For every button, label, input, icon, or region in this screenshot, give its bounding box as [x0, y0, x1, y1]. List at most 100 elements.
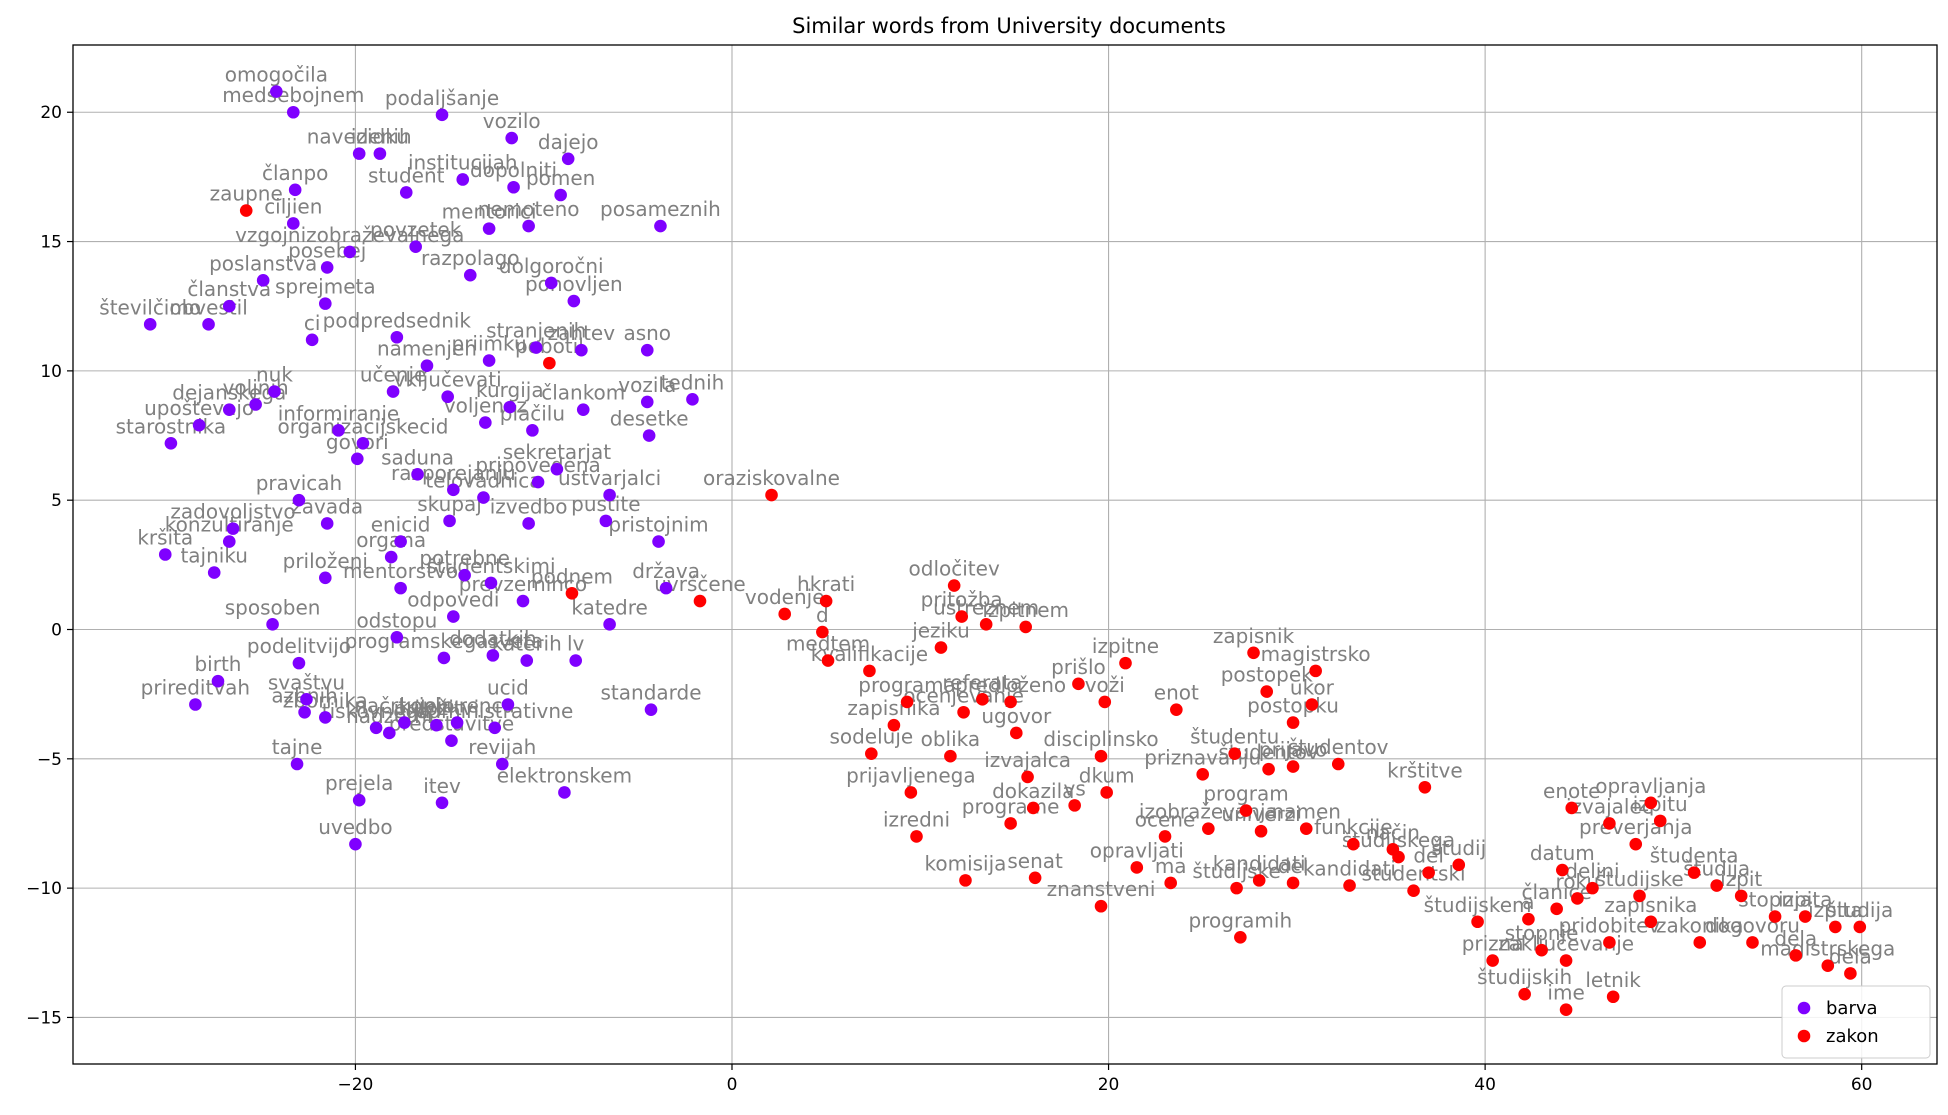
data-point-zakon: [1687, 866, 1701, 879]
point-label: člankom: [541, 381, 625, 405]
data-point-barva: [430, 718, 443, 732]
data-point-barva: [411, 468, 424, 481]
data-point-zakon: [1606, 990, 1620, 1004]
point-label: dolgoročni: [499, 254, 604, 278]
data-point-zakon: [1004, 695, 1017, 709]
point-label: država: [632, 559, 700, 583]
data-point-zakon: [1633, 889, 1646, 903]
data-point-barva: [599, 514, 613, 528]
data-point-zakon: [1418, 780, 1432, 794]
point-label: izpit: [1720, 867, 1762, 891]
point-label: ustvarjalci: [558, 466, 661, 490]
y-tick-label: 20: [40, 103, 62, 123]
point-label: podnem: [531, 564, 613, 588]
point-label: študijskih: [1477, 965, 1572, 989]
point-label: vzgojnizobraževalnega: [235, 223, 464, 247]
data-point-zakon: [1565, 801, 1579, 815]
data-point-barva: [526, 424, 539, 437]
point-label: vs: [1064, 776, 1086, 800]
point-label: številčimo: [99, 295, 201, 319]
point-label: asno: [623, 321, 671, 345]
point-label: priloženi: [283, 549, 368, 573]
data-point-barva: [644, 703, 658, 716]
data-point-barva: [286, 217, 300, 230]
point-label: kurgija: [476, 378, 544, 402]
data-point-barva: [158, 548, 172, 561]
x-tick-label: 20: [1098, 1075, 1120, 1095]
point-label: organa: [356, 528, 426, 552]
point-label: izredni: [883, 807, 950, 831]
point-label: katerih: [492, 632, 562, 656]
point-label: prireditvah: [141, 676, 250, 700]
data-point-barva: [318, 571, 332, 585]
data-point-barva: [320, 261, 334, 274]
data-point-zakon: [887, 718, 901, 732]
point-label: dejanskega: [172, 381, 286, 405]
point-label: tajniku: [180, 544, 248, 568]
point-label: stopnja: [1738, 888, 1812, 912]
data-point-barva: [550, 462, 564, 476]
data-point-zakon: [976, 693, 989, 706]
data-point-barva: [561, 152, 575, 166]
point-label: ucid: [487, 676, 529, 700]
data-point-barva: [447, 483, 460, 497]
data-point-barva: [249, 398, 262, 411]
point-label: priznavanju: [1144, 745, 1261, 769]
data-point-zakon: [1550, 902, 1563, 916]
data-point-zakon: [900, 695, 914, 709]
data-point-zakon: [1119, 656, 1132, 670]
data-point-zakon: [1603, 936, 1616, 949]
y-tick-label: −10: [26, 879, 62, 899]
data-point-barva: [486, 649, 500, 662]
point-label: univerzi: [1221, 802, 1300, 826]
point-label: študentov: [1288, 735, 1389, 759]
data-point-barva: [603, 618, 616, 631]
point-label: programskegasveta: [345, 629, 544, 653]
data-point-zakon: [955, 610, 968, 623]
data-point-zakon: [957, 705, 970, 719]
data-point-barva: [394, 581, 407, 595]
data-point-zakon: [1486, 954, 1499, 967]
point-label: dopolniti: [470, 158, 557, 182]
point-label: vozilo: [483, 109, 541, 133]
point-label: ocenjevanje: [903, 683, 1024, 707]
point-label: mentorici: [442, 200, 537, 224]
data-point-barva: [305, 333, 319, 347]
data-point-zakon: [1028, 871, 1042, 885]
data-point-zakon: [1746, 936, 1759, 949]
data-point-barva: [351, 452, 364, 466]
point-label: znanstveni: [1047, 877, 1156, 901]
point-label: izvedbo: [490, 494, 568, 518]
point-label: postopku: [1247, 694, 1339, 718]
point-label: zapisnika: [1604, 893, 1697, 917]
data-point-barva: [437, 651, 451, 665]
data-point-barva: [441, 390, 454, 404]
point-label: študentu: [1190, 725, 1279, 749]
data-point-barva: [292, 656, 306, 670]
point-label: itev: [423, 774, 461, 798]
point-label: izpitnem: [982, 598, 1069, 622]
data-point-zakon: [1196, 768, 1209, 781]
data-point-barva: [386, 385, 400, 398]
point-label: odločitev: [909, 557, 1000, 581]
data-point-barva: [544, 276, 558, 290]
point-label: izidku: [351, 125, 409, 149]
data-point-zakon: [1392, 850, 1405, 864]
data-point-barva: [390, 330, 404, 344]
grid: [73, 45, 1937, 1064]
data-point-zakon: [1299, 822, 1313, 835]
point-label: povzetek: [370, 218, 462, 242]
data-point-barva: [352, 793, 366, 807]
point-label: načrtujejo: [354, 694, 454, 718]
point-label: ime: [1547, 981, 1584, 1005]
data-point-barva: [409, 240, 422, 254]
data-point-barva: [270, 85, 283, 98]
data-point-barva: [143, 318, 157, 331]
data-point-zakon: [1009, 726, 1023, 740]
data-point-zakon: [1559, 1003, 1573, 1016]
data-point-zakon: [765, 488, 778, 502]
data-point-barva: [531, 475, 545, 489]
point-label: medsebojnem: [222, 83, 364, 107]
point-label: nuk: [256, 363, 293, 387]
point-label: sodeluje: [829, 725, 913, 749]
